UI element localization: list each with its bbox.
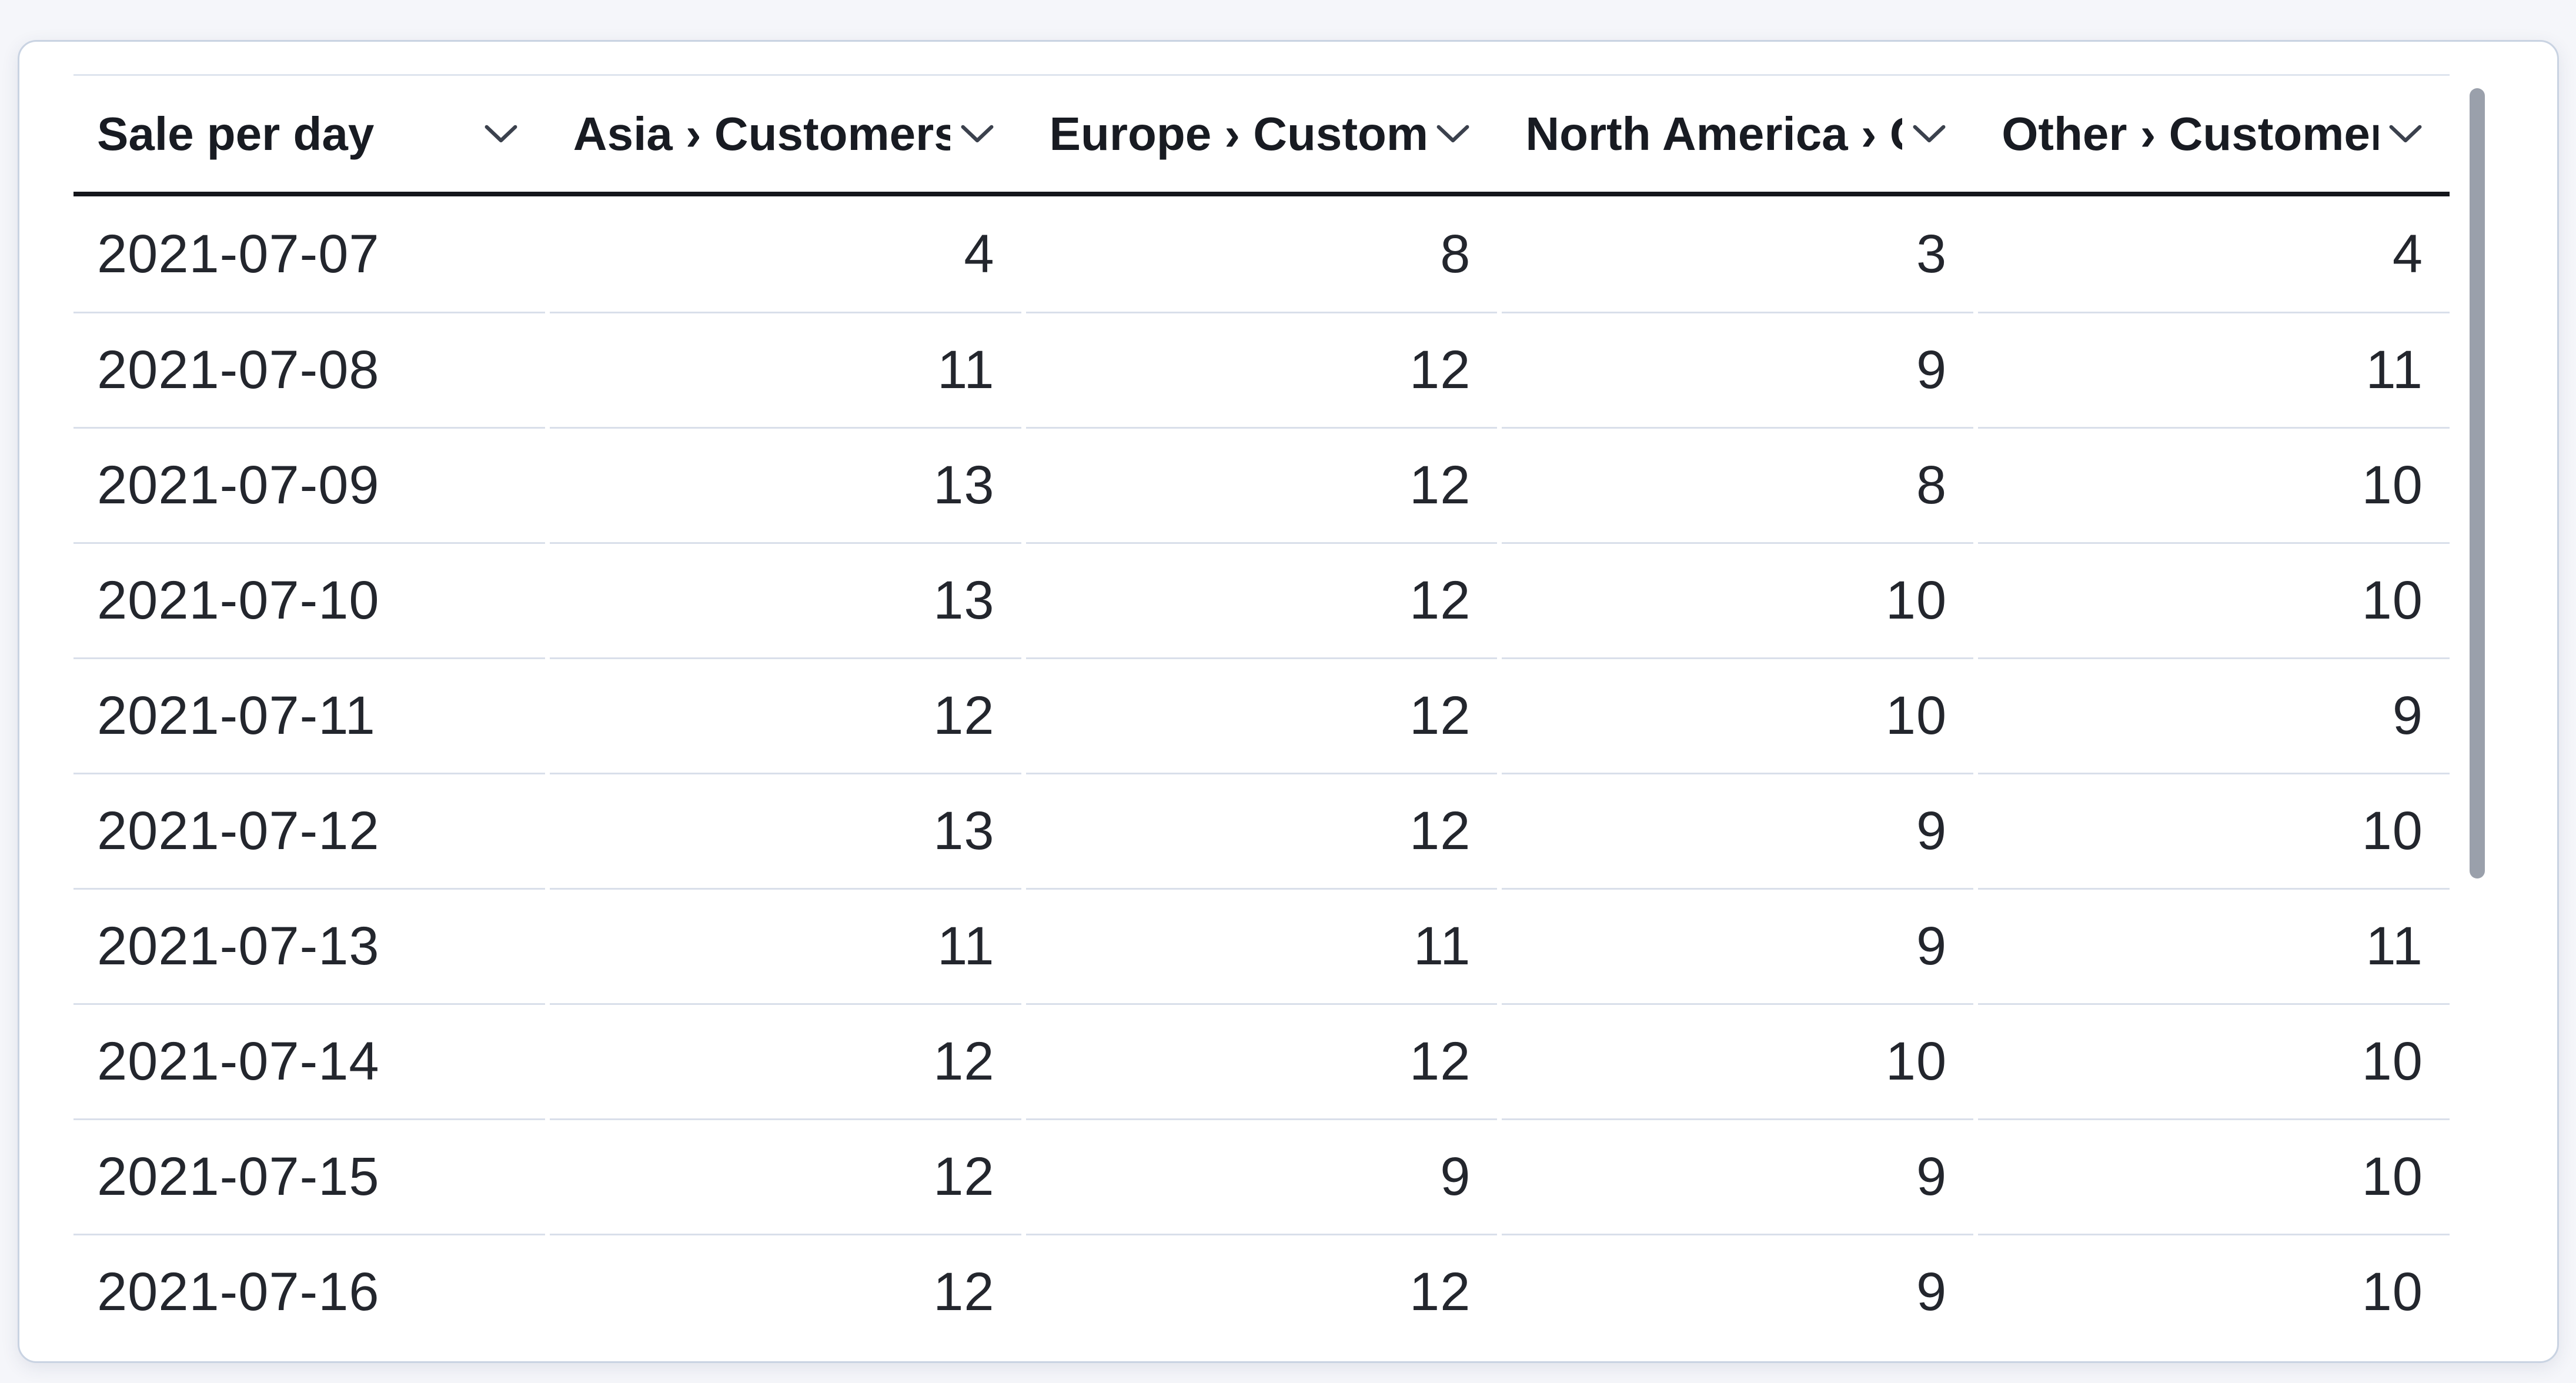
value-cell: 9 xyxy=(1502,888,1974,1003)
column-header-label: Other › Customers xyxy=(2002,107,2378,160)
value-cell: 11 xyxy=(1978,312,2450,427)
value-cell: 12 xyxy=(549,1003,1021,1118)
vertical-scrollbar-thumb[interactable] xyxy=(2470,88,2485,878)
table-row: 2021-07-16 12 12 9 10 xyxy=(73,1234,2450,1349)
value-cell: 12 xyxy=(1025,1003,1498,1118)
date-cell: 2021-07-13 xyxy=(73,888,545,1003)
value-cell: 13 xyxy=(549,773,1021,888)
table-row: 2021-07-08 11 12 9 11 xyxy=(73,312,2450,427)
value-cell: 11 xyxy=(549,312,1021,427)
chevron-down-icon[interactable] xyxy=(1912,124,1947,144)
value-cell: 10 xyxy=(1978,1234,2450,1349)
value-cell: 12 xyxy=(549,1118,1021,1234)
value-cell: 10 xyxy=(1502,542,1974,657)
column-header-north-america-customers[interactable]: North America › Customers xyxy=(1502,76,1973,192)
chevron-down-icon[interactable] xyxy=(1435,124,1471,144)
column-header-europe-customers[interactable]: Europe › Customers xyxy=(1026,76,1498,192)
value-cell: 13 xyxy=(549,427,1021,542)
value-cell: 13 xyxy=(549,542,1021,657)
value-cell: 4 xyxy=(964,223,995,284)
data-table: Sale per day Asia › Customers Europe › C… xyxy=(73,74,2450,1349)
chevron-down-icon[interactable] xyxy=(483,124,519,144)
value-cell: 12 xyxy=(549,657,1021,773)
date-cell: 2021-07-08 xyxy=(73,312,545,427)
column-header-sale-per-day[interactable]: Sale per day xyxy=(73,76,545,192)
column-header-label: Asia › Customers xyxy=(573,107,950,160)
value-cell: 10 xyxy=(1978,427,2450,542)
value-cell: 10 xyxy=(1978,1118,2450,1234)
value-cell: 8 xyxy=(1440,223,1471,284)
date-cell: 2021-07-15 xyxy=(73,1118,545,1234)
date-cell: 2021-07-09 xyxy=(73,427,545,542)
table-row: 2021-07-09 13 12 8 10 xyxy=(73,427,2450,542)
table-row: 2021-07-13 11 11 9 11 xyxy=(73,888,2450,1003)
column-header-other-customers[interactable]: Other › Customers xyxy=(1978,76,2450,192)
column-header-label: Sale per day xyxy=(97,107,375,160)
table-row: 2021-07-15 12 9 9 10 xyxy=(73,1118,2450,1234)
value-cell: 12 xyxy=(1025,427,1498,542)
table-header-row: Sale per day Asia › Customers Europe › C… xyxy=(73,74,2450,196)
value-cell: 12 xyxy=(549,1234,1021,1349)
column-header-label: North America › Customers xyxy=(1525,107,1902,160)
table-row: 2021-07-07 4 8 3 4 xyxy=(73,196,2450,312)
table-row: 2021-07-10 13 12 10 10 xyxy=(73,542,2450,657)
value-cell: 12 xyxy=(1025,542,1498,657)
value-cell: 11 xyxy=(1025,888,1498,1003)
value-cell: 10 xyxy=(1978,542,2450,657)
date-cell: 2021-07-12 xyxy=(73,773,545,888)
value-cell: 4 xyxy=(2392,223,2423,284)
value-cell: 10 xyxy=(1978,773,2450,888)
table-row: 2021-07-14 12 12 10 10 xyxy=(73,1003,2450,1118)
value-cell: 8 xyxy=(1502,427,1974,542)
value-cell: 9 xyxy=(1502,1234,1974,1349)
value-cell: 10 xyxy=(1502,1003,1974,1118)
date-cell: 2021-07-14 xyxy=(73,1003,545,1118)
chevron-down-icon[interactable] xyxy=(960,124,995,144)
value-cell: 11 xyxy=(549,888,1021,1003)
value-cell: 9 xyxy=(1025,1118,1498,1234)
value-cell: 12 xyxy=(1025,1234,1498,1349)
chevron-down-icon[interactable] xyxy=(2388,124,2423,144)
date-cell: 2021-07-07 xyxy=(97,223,380,284)
date-cell: 2021-07-11 xyxy=(73,657,545,773)
value-cell: 3 xyxy=(1916,223,1947,284)
column-header-asia-customers[interactable]: Asia › Customers xyxy=(550,76,1021,192)
table-card: Sale per day Asia › Customers Europe › C… xyxy=(18,40,2559,1363)
date-cell: 2021-07-10 xyxy=(73,542,545,657)
value-cell: 9 xyxy=(1502,1118,1974,1234)
value-cell: 12 xyxy=(1025,312,1498,427)
table-body: 2021-07-07 4 8 3 4 2021-07-08 11 12 9 11 2021-07-0… xyxy=(73,196,2450,1349)
date-cell: 2021-07-16 xyxy=(73,1234,545,1349)
column-header-label: Europe › Customers xyxy=(1049,107,1426,160)
value-cell: 10 xyxy=(1978,1003,2450,1118)
value-cell: 10 xyxy=(1502,657,1974,773)
value-cell: 9 xyxy=(1502,773,1974,888)
value-cell: 12 xyxy=(1025,773,1498,888)
table-row: 2021-07-11 12 12 10 9 xyxy=(73,657,2450,773)
table-row: 2021-07-12 13 12 9 10 xyxy=(73,773,2450,888)
value-cell: 11 xyxy=(1978,888,2450,1003)
value-cell: 9 xyxy=(1978,657,2450,773)
value-cell: 9 xyxy=(1502,312,1974,427)
value-cell: 12 xyxy=(1025,657,1498,773)
